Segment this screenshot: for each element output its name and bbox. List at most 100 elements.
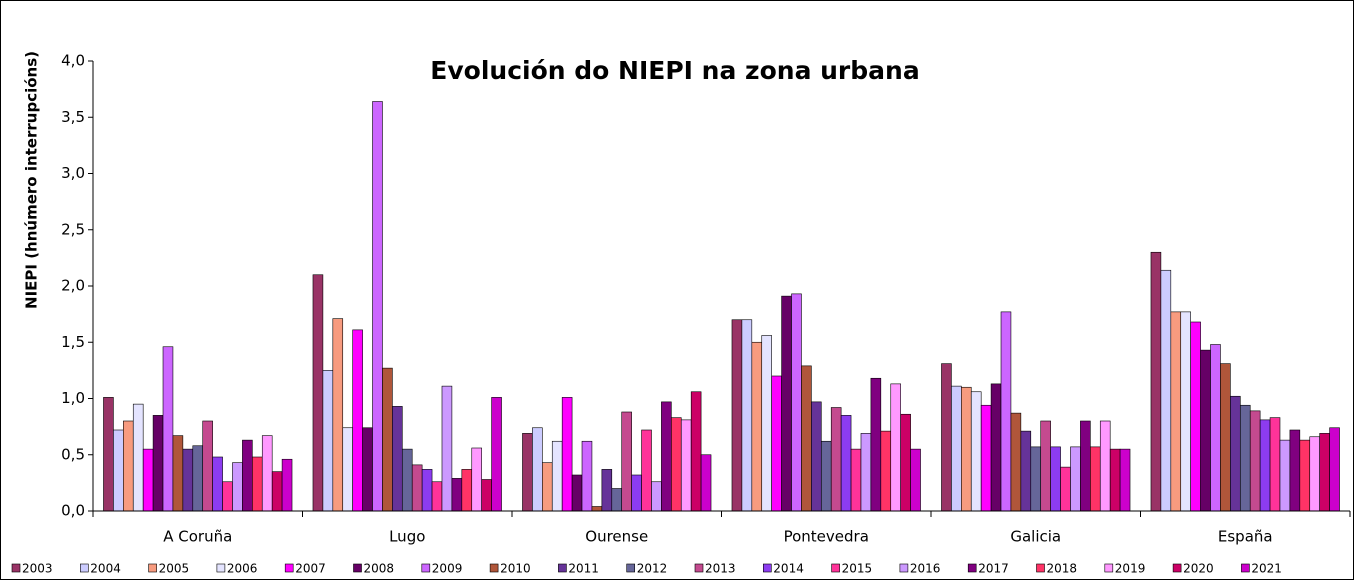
legend-label: 2003	[22, 562, 53, 576]
bar	[641, 429, 652, 512]
bar	[781, 295, 792, 512]
legend-label: 2005	[159, 562, 190, 576]
bar	[1150, 251, 1162, 512]
bar	[1210, 344, 1221, 512]
y-axis-label: NIEPI (hnúmero interrupcións)	[23, 51, 41, 309]
bar	[103, 397, 114, 512]
bar	[1050, 446, 1061, 512]
bar	[481, 479, 492, 512]
bar	[1279, 439, 1291, 512]
legend-swatch	[626, 563, 636, 573]
legend-label: 2004	[90, 562, 121, 576]
bar	[271, 471, 283, 512]
bar	[411, 464, 423, 512]
bar	[651, 481, 662, 512]
bar	[1269, 417, 1281, 512]
x-tick-label: Galicia	[1010, 528, 1061, 546]
bar	[581, 440, 593, 512]
bar	[601, 469, 613, 512]
bar	[1030, 446, 1042, 512]
legend-swatch	[284, 563, 294, 573]
legend-swatch	[11, 563, 21, 573]
legend-swatch	[558, 563, 567, 573]
bar	[1299, 439, 1311, 512]
bar	[890, 383, 901, 512]
bar	[132, 403, 144, 512]
bar	[1099, 420, 1111, 512]
bar	[431, 481, 443, 512]
bar	[791, 293, 802, 512]
bar	[811, 401, 822, 512]
bar	[242, 439, 253, 512]
legend-swatch	[80, 563, 89, 573]
bar	[252, 456, 263, 512]
bar	[1239, 404, 1251, 512]
bar	[941, 363, 952, 512]
bar	[172, 435, 184, 512]
bar	[1090, 446, 1101, 512]
bar	[1190, 321, 1201, 512]
bar	[1060, 466, 1071, 512]
x-tick-label: Lugo	[389, 528, 425, 546]
x-tick-label: Ourense	[585, 528, 648, 546]
bar	[801, 365, 812, 512]
bar	[741, 319, 753, 512]
bar	[870, 377, 882, 512]
bar	[281, 458, 293, 512]
bar	[631, 474, 642, 512]
legend-label: 2016	[910, 562, 941, 576]
bar	[690, 391, 702, 512]
y-tick-label: 1,0	[61, 389, 85, 407]
legend-swatch	[762, 563, 772, 573]
bar	[1200, 349, 1211, 512]
bar	[152, 415, 164, 512]
legend-label: 2020	[1183, 562, 1214, 576]
bar	[1319, 433, 1330, 512]
bar	[850, 448, 862, 512]
bar	[820, 440, 832, 512]
bar	[980, 404, 992, 512]
bar	[1230, 395, 1241, 512]
x-tick-label: España	[1218, 528, 1273, 546]
bar	[142, 448, 154, 512]
bar	[830, 407, 842, 512]
legend-label: 2014	[773, 562, 804, 576]
x-tick-label: A Coruña	[163, 528, 232, 546]
bar	[880, 430, 892, 512]
bar	[352, 329, 363, 512]
bar	[860, 433, 872, 512]
bar	[123, 420, 134, 512]
y-tick-label: 4,0	[61, 52, 85, 70]
legend-swatch	[1241, 563, 1250, 573]
bar	[1070, 446, 1081, 512]
bar	[700, 454, 712, 512]
bar	[561, 397, 573, 512]
bar	[342, 427, 353, 512]
bar	[571, 474, 583, 512]
bar	[1119, 448, 1131, 512]
y-tick-label: 1,5	[61, 333, 85, 351]
bar	[591, 506, 603, 512]
bar	[771, 375, 782, 512]
bar	[731, 319, 743, 512]
bar	[951, 385, 962, 512]
legend-label: 2021	[1251, 562, 1282, 576]
chart-title: Evolución do NIEPI na zona urbana	[430, 56, 919, 85]
legend-label: 2013	[705, 562, 736, 576]
bar	[1249, 410, 1261, 512]
bar	[461, 469, 473, 512]
bar	[961, 386, 972, 512]
legend-label: 2006	[227, 562, 258, 576]
legend-label: 2010	[500, 562, 531, 576]
bar	[751, 341, 763, 512]
bar	[392, 406, 403, 512]
bar	[990, 383, 1002, 512]
bar	[542, 462, 553, 512]
legend-label: 2012	[637, 562, 668, 576]
legend-swatch	[967, 563, 977, 573]
legend-swatch	[421, 563, 431, 573]
bar	[1289, 429, 1301, 512]
legend-swatch	[216, 563, 226, 573]
legend-swatch	[1172, 563, 1182, 573]
